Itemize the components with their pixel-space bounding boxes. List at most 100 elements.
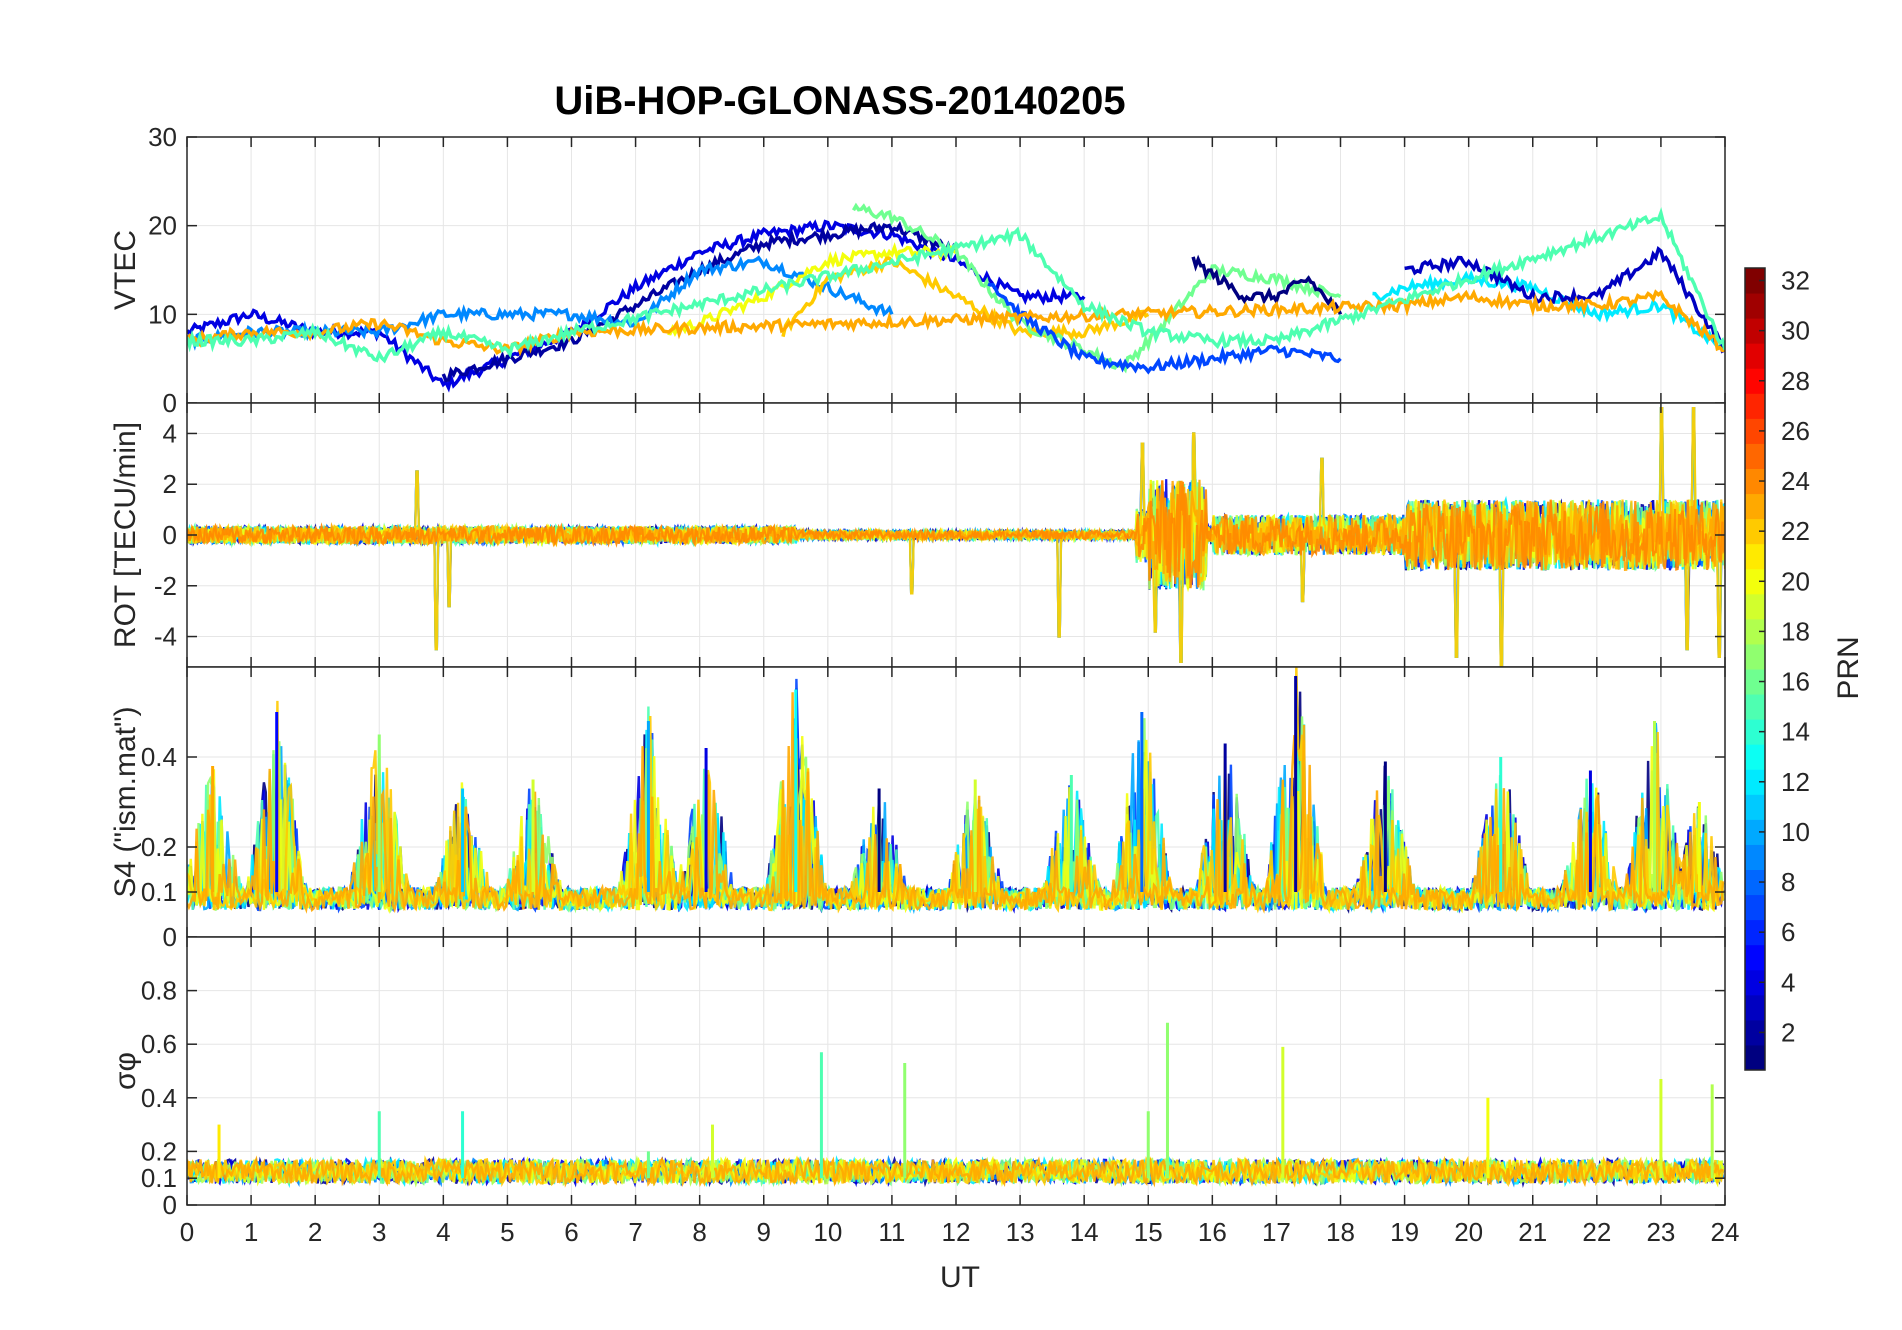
colorbar-tick-label: 14 [1781,717,1810,747]
x-tick-label: 6 [564,1217,578,1247]
x-tick-label: 7 [628,1217,642,1247]
colorbar-swatch-prn-23 [1745,493,1765,520]
panel-rot: -4 -2 0 2 4 ROT [TECU/min] [109,402,1726,668]
y-tick-label: 0 [163,388,177,418]
colorbar-swatch-prn-8 [1745,869,1765,896]
panel-rot-series [187,407,1725,667]
x-tick-label: 19 [1390,1217,1419,1247]
x-tick-label: 16 [1198,1217,1227,1247]
colorbar-tick-label: 32 [1781,266,1810,296]
vtec-series-prn-1 [1191,254,1343,315]
colorbar-swatch-prn-26 [1745,418,1765,444]
panel-s4-series [187,667,1725,915]
colorbar-swatch-prn-25 [1745,443,1765,469]
y-axis-label-sigphi: σφ [109,1052,142,1090]
colorbar-swatch-prn-16 [1745,669,1765,695]
panel-sigphi: 00.10.20.40.60.80 1 2 3 4 5 6 7 8 9 10 11 12 13 14 15 16… [109,936,1740,1247]
colorbar-swatch-prn-12 [1745,769,1765,795]
vtec-series-prn-23 [187,288,1725,357]
y-tick-label: 0.2 [141,1136,177,1166]
colorbar-swatch-prn-10 [1745,819,1765,845]
colorbar-tick-label: 8 [1781,867,1795,897]
y-tick-label: 0.4 [141,1083,177,1113]
colorbar-tick-label: 18 [1781,616,1810,646]
x-tick-label: 17 [1262,1217,1291,1247]
x-tick-label: 1 [244,1217,258,1247]
x-axis-label: UT [940,1261,980,1294]
colorbar-swatch-prn-20 [1745,568,1765,595]
colorbar-swatch-prn-14 [1745,719,1765,745]
x-tick-label: 18 [1326,1217,1355,1247]
colorbar-tick-label: 4 [1781,967,1795,997]
sigphi-series-prn-22 [187,1155,1725,1188]
colorbar-swatch-prn-9 [1745,844,1765,870]
y-tick-label: 0.2 [141,832,177,862]
colorbar-swatch-prn-27 [1745,393,1765,419]
colorbar-swatch-prn-22 [1745,518,1765,545]
colorbar-swatch-prn-21 [1745,543,1765,570]
colorbar-swatch-prn-1 [1745,1044,1765,1071]
colorbar-swatch-prn-5 [1745,944,1765,971]
colorbar-swatch-prn-32 [1745,268,1765,294]
x-tick-label: 4 [436,1217,450,1247]
colorbar-swatch-prn-13 [1745,744,1765,770]
colorbar-tick-label: 12 [1781,767,1810,797]
colorbar-swatch-prn-19 [1745,593,1765,620]
y-tick-label: 0 [163,922,177,952]
colorbar-tick-label: 24 [1781,466,1810,496]
colorbar-swatch-prn-6 [1745,919,1765,946]
y-tick-label: -4 [154,622,177,652]
y-tick-label: 0.1 [141,1163,177,1193]
x-tick-label: 15 [1134,1217,1163,1247]
x-tick-label: 0 [180,1217,194,1247]
y-tick-label: 0 [163,1190,177,1220]
vtec-series-prn-3 [1404,246,1725,354]
y-tick-label: -2 [154,571,177,601]
colorbar-swatch-prn-18 [1745,618,1765,645]
panel-s4: 0 0.1 0.2 0.4S4 ("ism.mat") [109,666,1726,952]
colorbar-tick-label: 30 [1781,316,1810,346]
y-tick-label: 0.8 [141,976,177,1006]
colorbar-tick-label: 20 [1781,566,1810,596]
y-tick-label: 2 [163,469,177,499]
colorbar-swatch-prn-17 [1745,643,1765,670]
vtec-series-prn-15 [187,207,1725,364]
x-tick-label: 20 [1454,1217,1483,1247]
vtec-series-prn-7 [987,282,1342,375]
x-tick-label: 2 [308,1217,322,1247]
x-tick-label: 22 [1582,1217,1611,1247]
colorbar-swatch-prn-30 [1745,318,1765,344]
y-tick-label: 20 [148,211,177,241]
colorbar-swatch-prn-31 [1745,293,1765,319]
vtec-series-prn-16 [851,202,1342,374]
y-tick-label: 0 [163,520,177,550]
rot-series-prn-24 [187,480,1725,589]
colorbar-swatch-prn-2 [1745,1019,1765,1046]
x-tick-label: 5 [500,1217,514,1247]
colorbar-label: PRN [1832,636,1865,699]
y-tick-label: 0.4 [141,742,177,772]
y-tick-label: 10 [148,299,177,329]
colorbar-tick-label: 28 [1781,366,1810,396]
colorbar-swatch-prn-11 [1745,794,1765,820]
x-tick-label: 10 [813,1217,842,1247]
x-tick-label: 12 [942,1217,971,1247]
colorbar-swatch-prn-15 [1745,694,1765,720]
vtec-series-prn-9 [187,255,894,351]
vtec-series-prn-20 [667,242,957,337]
colorbar-swatch-prn-29 [1745,343,1765,369]
colorbar-swatch-prn-3 [1745,994,1765,1021]
x-tick-label: 24 [1711,1217,1740,1247]
y-axis-label-rot: ROT [TECU/min] [109,422,142,648]
x-tick-label: 11 [878,1217,905,1247]
y-axis-label-vtec: VTEC [109,230,142,310]
y-axis-label-s4: S4 ("ism.mat") [109,706,142,897]
x-tick-label: 9 [757,1217,771,1247]
colorbar-swatch-prn-24 [1745,468,1765,495]
colorbar-tick-label: 10 [1781,817,1810,847]
colorbar-tick-label: 22 [1781,516,1810,546]
x-tick-label: 21 [1518,1217,1547,1247]
x-tick-label: 3 [372,1217,386,1247]
